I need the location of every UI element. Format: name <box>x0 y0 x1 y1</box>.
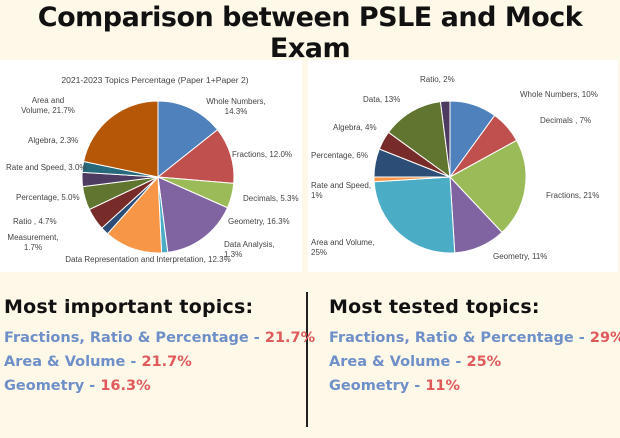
psle-slice-label: Geometry, 16.3% <box>228 217 290 226</box>
psle-slice-label: Rate and Speed, 3.0% <box>6 163 87 172</box>
mock-slice-label: Whole Numbers, 10% <box>520 90 598 99</box>
psle-slice <box>106 175 163 254</box>
topic-value: 21.7% <box>141 354 192 370</box>
topic-name: Area & Volume <box>329 354 451 370</box>
topic-value: 16.3% <box>100 378 151 394</box>
psle-slice-label: Ratio , 4.7% <box>13 217 57 226</box>
psle-chart-title: 2021-2023 Topics Percentage (Paper 1+Pap… <box>61 75 248 85</box>
psle-slice-label: Fractions, 12.0% <box>232 150 292 159</box>
important-topics-column: Most important topics: Fractions, Ratio … <box>4 296 315 402</box>
psle-slice-label: Data Representation and Interpretation, … <box>65 255 230 264</box>
psle-slice-label: Area and Volume, 21.7% <box>21 96 75 115</box>
mock-slice-label: Percentage, 6% <box>311 151 368 160</box>
tested-topics-heading: Most tested topics: <box>329 296 540 318</box>
mock-slice-label: Area and Volume, 25% <box>311 238 375 257</box>
psle-slice <box>83 100 159 178</box>
column-divider <box>306 292 308 427</box>
mock-pie-chart: Whole Numbers, 10% Decimals , 7% Fractions… <box>311 75 599 261</box>
important-topic-row: Area & Volume - 21.7% <box>4 354 192 370</box>
important-topics-heading: Most important topics: <box>4 296 254 318</box>
psle-slice-label: Whole Numbers, 14.3% <box>206 97 266 116</box>
psle-slice-label: Decimals, 5.3% <box>243 194 299 203</box>
tested-topic-row: Area & Volume - 25% <box>329 354 502 370</box>
topic-name: Fractions, Ratio & Percentage <box>4 330 249 346</box>
psle-slice-label: Percentage, 5.0% <box>16 193 80 202</box>
topic-value: 25% <box>466 354 502 370</box>
psle-slice <box>157 176 229 253</box>
mock-slice-label: Fractions, 21% <box>546 191 599 200</box>
topic-name: Fractions, Ratio & Percentage <box>329 330 574 346</box>
mock-slice-label: Algebra, 4% <box>333 123 377 132</box>
tested-topic-row: Fractions, Ratio & Percentage - 29% <box>329 330 620 346</box>
mock-slice-label: Geometry, 11% <box>493 252 547 261</box>
psle-slice-label: Measurement, 1.7% <box>7 233 58 252</box>
mock-slice <box>373 176 456 254</box>
mock-slice-label: Ratio, 2% <box>420 75 455 84</box>
mock-slice-label: Decimals , 7% <box>540 116 591 125</box>
psle-chart-panel: 2021-2023 Topics Percentage (Paper 1+Pap… <box>0 60 302 272</box>
page-title: Comparison between PSLE and Mock Exam <box>37 2 583 64</box>
tested-topic-row: Geometry - 11% <box>329 378 461 394</box>
psle-slice-label: Data Analysis, 1.3% <box>224 240 275 259</box>
psle-slice <box>157 100 219 179</box>
topic-value: 29% <box>589 330 620 346</box>
topic-name: Geometry <box>4 378 85 394</box>
topic-name: Area & Volume <box>4 354 126 370</box>
mock-slice <box>387 101 451 179</box>
psle-slice-label: Algebra, 2.3% <box>28 136 78 145</box>
psle-pie-chart: 2021-2023 Topics Percentage (Paper 1+Pap… <box>6 75 299 264</box>
tested-topics-column: Most tested topics: Fractions, Ratio & P… <box>329 296 620 402</box>
mock-slice <box>449 139 527 234</box>
topic-value: 21.7% <box>264 330 316 346</box>
mock-slice <box>439 100 451 178</box>
mock-chart-panel: Whole Numbers, 10% Decimals , 7% Fractions… <box>308 60 618 272</box>
important-topic-row: Geometry - 16.3% <box>4 378 151 394</box>
topic-name: Geometry <box>329 378 410 394</box>
topic-value: 11% <box>425 378 461 394</box>
important-topic-row: Fractions, Ratio & Percentage - 21.7% <box>4 330 316 346</box>
mock-slice-label: Rate and Speed, 1% <box>311 181 371 200</box>
mock-slice-label: Data, 13% <box>363 95 400 104</box>
